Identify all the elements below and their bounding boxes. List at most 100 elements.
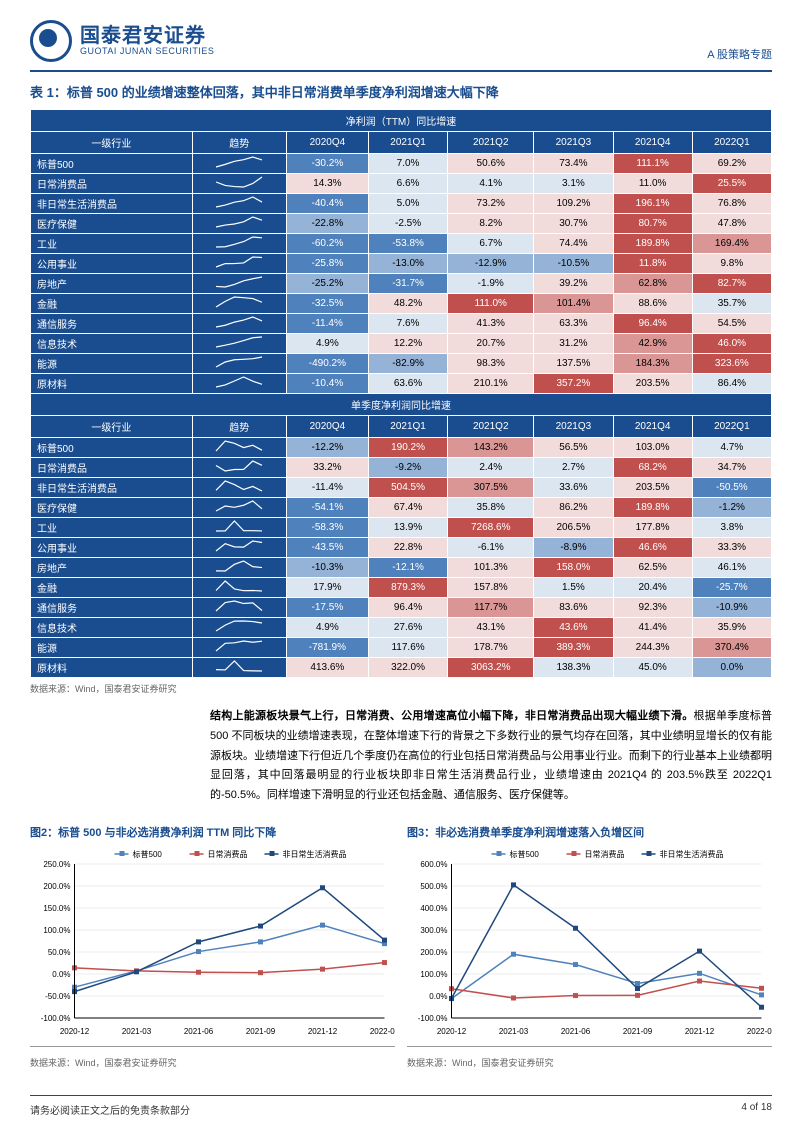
data-cell: 48.2%	[368, 294, 447, 314]
data-cell: 9.8%	[692, 254, 771, 274]
trend-cell	[192, 254, 286, 274]
data-cell: 42.9%	[613, 334, 692, 354]
data-cell: -1.9%	[448, 274, 534, 294]
data-cell: 35.8%	[448, 498, 534, 518]
svg-text:2021-03: 2021-03	[499, 1027, 529, 1036]
charts-row: 图2：标普 500 与非必选消费净利润 TTM 同比下降 标普500日常消费品非…	[30, 824, 772, 1081]
data-cell: 11.8%	[613, 254, 692, 274]
logo: 国泰君安证券 GUOTAI JUNAN SECURITIES	[30, 20, 214, 62]
svg-text:2021-03: 2021-03	[122, 1027, 152, 1036]
data-cell: 47.8%	[692, 214, 771, 234]
data-cell: 101.4%	[534, 294, 613, 314]
svg-text:非日常生活消费品: 非日常生活消费品	[660, 849, 724, 859]
trend-cell	[192, 234, 286, 254]
col-header: 2021Q3	[534, 132, 613, 154]
chart3-source: 数据来源：Wind，国泰君安证券研究	[407, 1056, 772, 1069]
data-cell: 504.5%	[368, 478, 447, 498]
data-cell: 41.3%	[448, 314, 534, 334]
data-cell: 30.7%	[534, 214, 613, 234]
col-header: 趋势	[192, 416, 286, 438]
data-cell: 33.6%	[534, 478, 613, 498]
paragraph-bold: 结构上能源板块景气上行，日常消费、公用增速高位小幅下降，非日常消费品出现大幅业绩…	[210, 710, 694, 722]
data-cell: -2.5%	[368, 214, 447, 234]
trend-cell	[192, 458, 286, 478]
row-label: 原材料	[31, 658, 193, 678]
svg-text:2021-06: 2021-06	[561, 1027, 591, 1036]
data-cell: 157.8%	[448, 578, 534, 598]
row-label: 公用事业	[31, 254, 193, 274]
data-cell: 12.2%	[368, 334, 447, 354]
row-label: 非日常生活消费品	[31, 194, 193, 214]
svg-text:非日常生活消费品: 非日常生活消费品	[283, 849, 347, 859]
data-cell: -8.9%	[534, 538, 613, 558]
data-cell: -1.2%	[692, 498, 771, 518]
trend-cell	[192, 658, 286, 678]
data-cell: 54.5%	[692, 314, 771, 334]
data-cell: 86.2%	[534, 498, 613, 518]
paragraph-rest: 根据单季度标普 500 不同板块的业绩增速表现，在整体增速下行的背景之下多数行业…	[210, 710, 772, 801]
svg-text:标普500: 标普500	[510, 849, 540, 859]
svg-text:100.0%: 100.0%	[420, 970, 447, 979]
data-cell: 14.3%	[286, 174, 368, 194]
row-label: 通信服务	[31, 598, 193, 618]
trend-cell	[192, 578, 286, 598]
row-label: 工业	[31, 518, 193, 538]
svg-text:-100.0%: -100.0%	[418, 1014, 448, 1023]
svg-text:日常消费品: 日常消费品	[208, 849, 248, 859]
data-cell: -82.9%	[368, 354, 447, 374]
table1: 净利润（TTM）同比增速 一级行业趋势2020Q42021Q12021Q2202…	[30, 109, 772, 678]
data-cell: 80.7%	[613, 214, 692, 234]
data-cell: 62.5%	[613, 558, 692, 578]
svg-text:250.0%: 250.0%	[43, 860, 70, 869]
data-cell: -58.3%	[286, 518, 368, 538]
data-cell: -30.2%	[286, 154, 368, 174]
trend-cell	[192, 314, 286, 334]
data-cell: -10.4%	[286, 374, 368, 394]
data-cell: 190.2%	[368, 438, 447, 458]
trend-cell	[192, 354, 286, 374]
row-label: 房地产	[31, 558, 193, 578]
data-cell: 68.2%	[613, 458, 692, 478]
data-cell: -43.5%	[286, 538, 368, 558]
data-cell: 7.6%	[368, 314, 447, 334]
analysis-paragraph: 结构上能源板块景气上行，日常消费、公用增速高位小幅下降，非日常消费品出现大幅业绩…	[210, 707, 772, 806]
data-cell: 158.0%	[534, 558, 613, 578]
row-label: 医疗保健	[31, 214, 193, 234]
data-cell: 3.8%	[692, 518, 771, 538]
svg-text:2022-03: 2022-03	[747, 1027, 772, 1036]
logo-icon	[30, 20, 72, 62]
data-cell: 206.5%	[534, 518, 613, 538]
data-cell: -11.4%	[286, 478, 368, 498]
data-cell: 196.1%	[613, 194, 692, 214]
data-cell: -25.8%	[286, 254, 368, 274]
row-label: 日常消费品	[31, 174, 193, 194]
data-cell: -50.5%	[692, 478, 771, 498]
data-cell: -60.2%	[286, 234, 368, 254]
row-label: 房地产	[31, 274, 193, 294]
chart2-source: 数据来源：Wind，国泰君安证券研究	[30, 1056, 395, 1069]
footer-page: 4 of 18	[741, 1102, 772, 1117]
logo-en: GUOTAI JUNAN SECURITIES	[80, 47, 214, 57]
svg-text:标普500: 标普500	[133, 849, 163, 859]
col-header: 2021Q2	[448, 416, 534, 438]
data-cell: 413.6%	[286, 658, 368, 678]
data-cell: 46.1%	[692, 558, 771, 578]
svg-text:150.0%: 150.0%	[43, 904, 70, 913]
col-header: 2021Q2	[448, 132, 534, 154]
col-header: 趋势	[192, 132, 286, 154]
data-cell: 203.5%	[613, 374, 692, 394]
data-cell: 6.6%	[368, 174, 447, 194]
logo-cn: 国泰君安证券	[80, 25, 214, 47]
svg-text:2020-12: 2020-12	[437, 1027, 467, 1036]
data-cell: 109.2%	[534, 194, 613, 214]
svg-text:2021-06: 2021-06	[184, 1027, 214, 1036]
data-cell: 45.0%	[613, 658, 692, 678]
data-cell: 82.7%	[692, 274, 771, 294]
col-header: 2022Q1	[692, 132, 771, 154]
data-cell: 1.5%	[534, 578, 613, 598]
table1-title: 表 1：标普 500 的业绩增速整体回落，其中非日常消费单季度净利润增速大幅下降	[30, 82, 772, 101]
data-cell: 143.2%	[448, 438, 534, 458]
data-cell: -12.9%	[448, 254, 534, 274]
data-cell: 3063.2%	[448, 658, 534, 678]
data-cell: 11.0%	[613, 174, 692, 194]
